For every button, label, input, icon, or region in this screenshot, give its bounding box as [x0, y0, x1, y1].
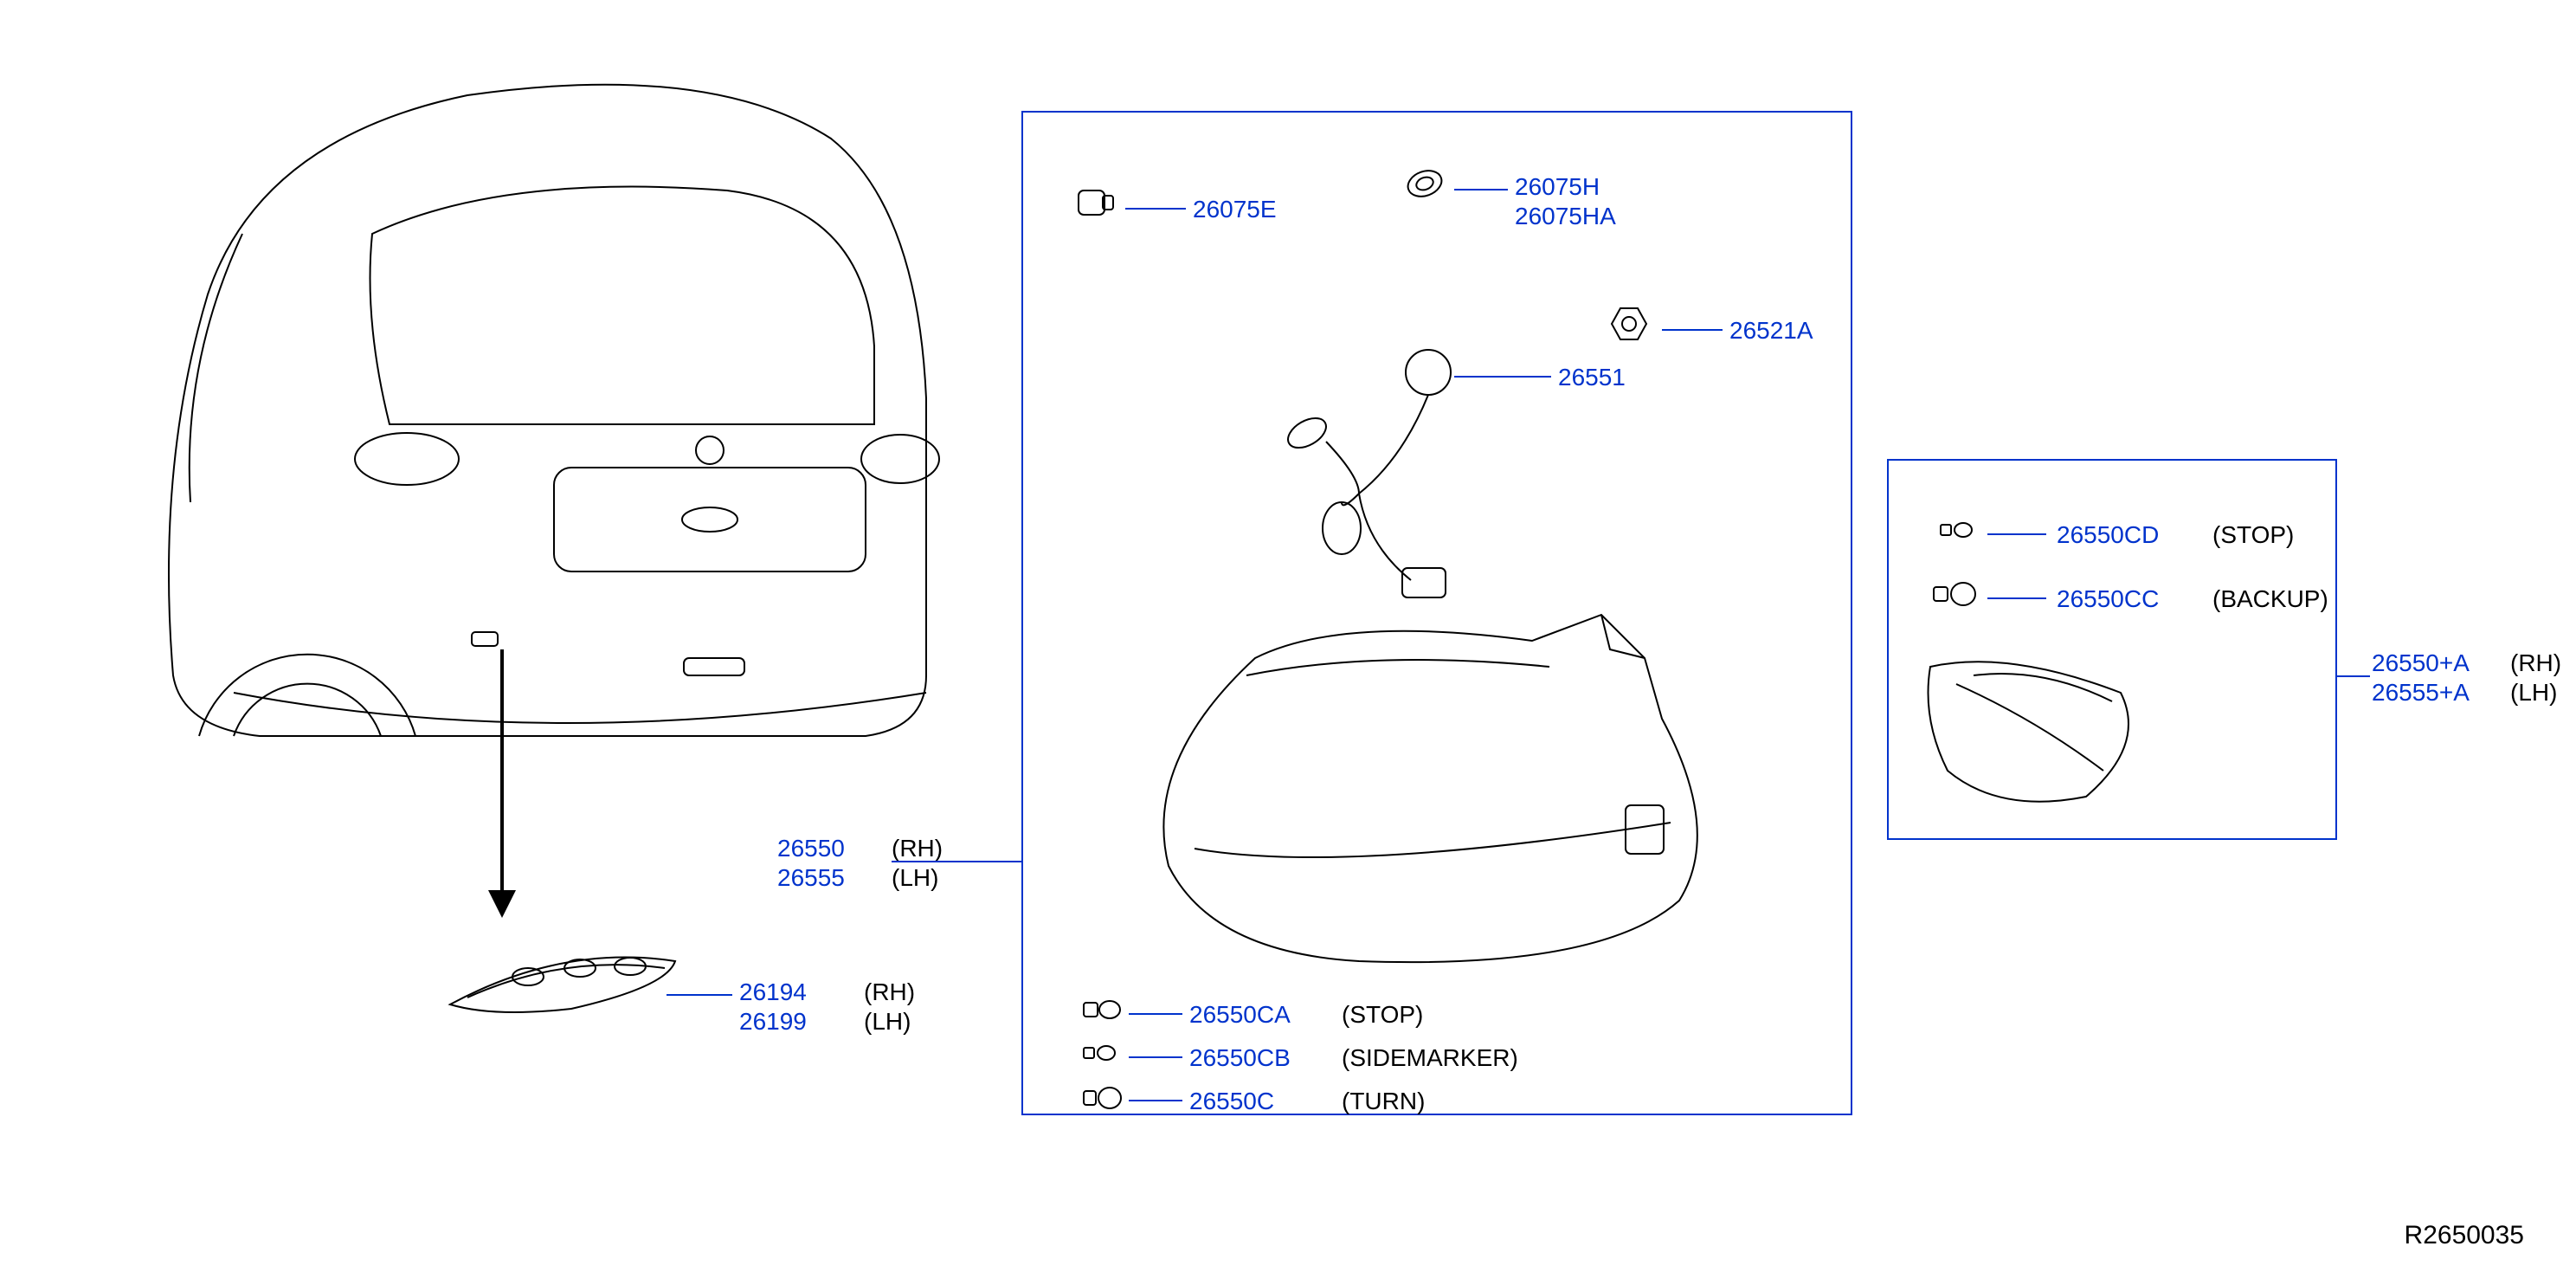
note-5: (SIDEMARKER)	[1342, 1044, 1518, 1072]
leader-c26550CB	[1129, 1056, 1182, 1058]
leader-c26075H	[1454, 189, 1508, 190]
leader-c26521A	[1662, 329, 1723, 331]
callout-c26550pA[interactable]: 26550+A	[2372, 649, 2470, 677]
note-10: (LH)	[2510, 679, 2557, 707]
note-3: (LH)	[864, 1008, 911, 1036]
note-6: (TURN)	[1342, 1088, 1425, 1115]
tail-lamp-assembly	[1117, 606, 1774, 987]
callout-c26199[interactable]: 26199	[739, 1008, 807, 1036]
grommet-26075H	[1401, 159, 1449, 208]
leader-extra-1	[2337, 675, 2370, 677]
bulb-26550CC	[1929, 575, 1980, 613]
reflector-lens	[441, 927, 684, 1022]
note-0: (RH)	[892, 835, 943, 862]
leader-c26550CD	[1987, 533, 2046, 535]
callout-c26521A[interactable]: 26521A	[1729, 317, 1813, 345]
bulb-26550C	[1079, 1081, 1124, 1115]
leader-c26550CC	[1987, 597, 2046, 599]
detail-arrow	[450, 641, 589, 952]
callout-c26550C[interactable]: 26550C	[1189, 1088, 1274, 1115]
bulb-26550CB	[1079, 1037, 1124, 1069]
callout-c26550[interactable]: 26550	[777, 835, 845, 862]
leader-c26075E	[1125, 208, 1186, 210]
note-8: (BACKUP)	[2212, 585, 2328, 613]
callout-c26550CD[interactable]: 26550CD	[2057, 521, 2159, 549]
callout-c26075HA[interactable]: 26075HA	[1515, 203, 1616, 230]
nut-26521A	[1601, 300, 1657, 348]
grommet-26075E	[1072, 178, 1120, 227]
leader-c26550CA	[1129, 1013, 1182, 1015]
callout-c26075E[interactable]: 26075E	[1193, 196, 1277, 223]
callout-c26555pA[interactable]: 26555+A	[2372, 679, 2470, 707]
note-9: (RH)	[2510, 649, 2561, 677]
leader-c26551	[1454, 376, 1551, 378]
bulb-26550CA	[1079, 994, 1124, 1025]
note-1: (LH)	[892, 864, 938, 892]
note-7: (STOP)	[2212, 521, 2294, 549]
callout-c26075H[interactable]: 26075H	[1515, 173, 1600, 201]
callout-c26550CC[interactable]: 26550CC	[2057, 585, 2159, 613]
leader-c26550C	[1129, 1100, 1182, 1101]
bulb-26550CD	[1935, 514, 1980, 546]
note-2: (RH)	[864, 978, 915, 1006]
leader-extra-0	[892, 861, 1021, 862]
callout-c26550CA[interactable]: 26550CA	[1189, 1001, 1291, 1029]
callout-c26555[interactable]: 26555	[777, 864, 845, 892]
backup-lamp	[1904, 641, 2164, 823]
harness-sockets	[1229, 329, 1523, 623]
callout-c26551[interactable]: 26551	[1558, 364, 1626, 391]
leader-c26194	[667, 994, 732, 996]
callout-c26550CB[interactable]: 26550CB	[1189, 1044, 1291, 1072]
callout-c26194[interactable]: 26194	[739, 978, 807, 1006]
diagram-id: R2650035	[2405, 1221, 2524, 1250]
note-4: (STOP)	[1342, 1001, 1423, 1029]
